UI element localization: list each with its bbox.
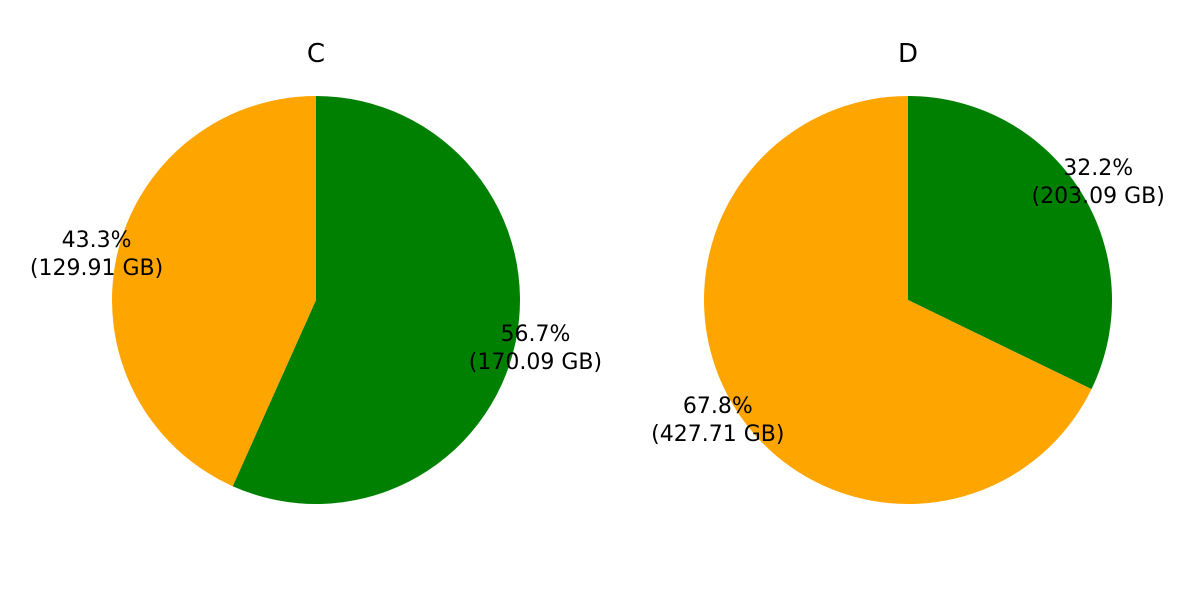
slice-size-label-c-0: (170.09 GB) <box>469 350 602 375</box>
slice-percent-label-d-1: 67.8% <box>683 394 753 419</box>
slice-percent-label-c-1: 43.3% <box>62 228 132 253</box>
slice-percent-label-c-0: 56.7% <box>501 322 571 347</box>
slice-labels-c: 56.7% (170.09 GB) 43.3% (129.91 GB) <box>30 228 602 375</box>
chart-title-c: C <box>307 39 325 69</box>
pie-slice-d-1 <box>704 96 1092 504</box>
slice-labels-d: 32.2% (203.09 GB) 67.8% (427.71 GB) <box>651 156 1165 447</box>
slice-size-label-c-1: (129.91 GB) <box>30 256 163 281</box>
slice-size-label-d-1: (427.71 GB) <box>651 422 784 447</box>
chart-title-d: D <box>898 39 918 69</box>
pie-slices-d <box>704 96 1112 504</box>
slice-percent-label-d-0: 32.2% <box>1063 156 1133 181</box>
pie-slices-c <box>111 96 520 504</box>
pie-slice-c-1 <box>111 96 316 487</box>
pie-chart-c: C 56.7% (170.09 GB) 43.3% (129.91 GB) <box>30 39 602 504</box>
pie-chart-d: D 32.2% (203.09 GB) 67.8% (427.71 GB) <box>651 39 1165 504</box>
pie-slice-d-0 <box>908 96 1112 390</box>
slice-size-label-d-0: (203.09 GB) <box>1032 184 1165 209</box>
pie-slice-c-0 <box>232 96 520 504</box>
